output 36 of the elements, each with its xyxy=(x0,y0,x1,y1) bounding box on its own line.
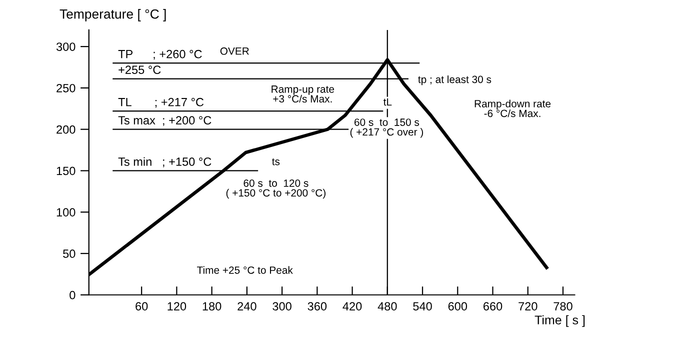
x-axis-title: Time [ s ] xyxy=(534,315,585,327)
x-tick-label: 420 xyxy=(342,302,362,310)
x-tick-label: 360 xyxy=(308,302,327,310)
y-tick-label: 250 xyxy=(56,84,76,92)
x-tick-label: 720 xyxy=(518,302,538,310)
y-tick-label: 100 xyxy=(56,208,76,216)
x-tick-label: 240 xyxy=(238,302,256,310)
ref-line-label: +255 °C xyxy=(118,66,161,74)
annotation: OVER xyxy=(220,47,249,55)
y-axis-title: Temperature [ °C ] xyxy=(60,9,166,22)
x-tick-label: 120 xyxy=(168,302,186,310)
x-tick-label: 780 xyxy=(554,302,572,310)
x-tick-label: 300 xyxy=(272,302,292,310)
x-tick-label: 480 xyxy=(378,302,397,310)
ref-line-label: Ts max ; +200 °C xyxy=(118,116,212,126)
annotation: tL xyxy=(383,98,392,106)
y-tick-label: 0 xyxy=(70,290,76,300)
annotation: 60 s to 150 s ( +217 °C over ) xyxy=(350,118,424,138)
annotation: 60 s to 120 s ( +150 °C to +200 °C) xyxy=(226,179,326,199)
x-tick-label: 660 xyxy=(484,302,502,310)
ref-line-label: TP ; +260 °C xyxy=(118,50,202,60)
x-tick-label: 540 xyxy=(413,302,432,310)
x-tick-label: 60 xyxy=(136,302,148,310)
y-tick-label: 200 xyxy=(56,125,76,134)
ref-line-label: Ts min ; +150 °C xyxy=(118,157,212,168)
y-tick-label: 50 xyxy=(63,250,76,258)
x-tick-label: 600 xyxy=(448,302,468,310)
annotation: ts xyxy=(272,158,280,166)
annotation: Time +25 °C to Peak xyxy=(197,266,293,274)
annotation: tp ; at least 30 s xyxy=(418,75,492,86)
annotation: Ramp-up rate +3 °C/s Max. xyxy=(272,86,334,103)
y-tick-label: 300 xyxy=(56,42,76,51)
ref-line-label: TL ; +217 °C xyxy=(118,98,204,108)
y-tick-label: 150 xyxy=(56,166,76,176)
x-tick-label: 180 xyxy=(202,302,222,310)
annotation: Ramp-down rate -6 °C/s Max. xyxy=(474,100,551,118)
